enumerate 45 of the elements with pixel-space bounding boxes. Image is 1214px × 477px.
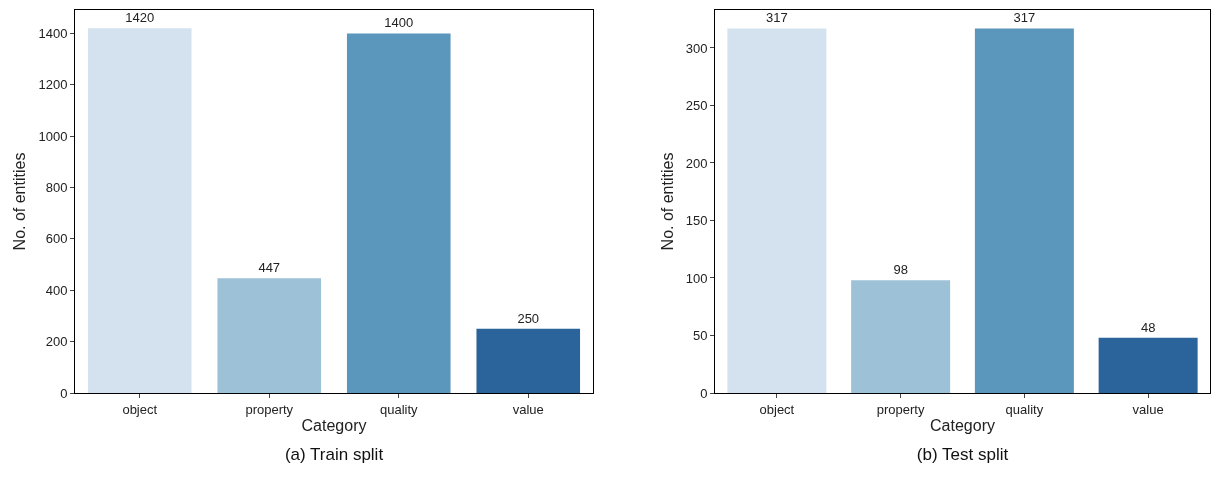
x-axis-title: Category [930, 417, 995, 435]
y-tick-label: 200 [685, 155, 708, 171]
y-tick-label: 150 [685, 213, 708, 229]
x-axis-title: Category [301, 417, 367, 435]
x-tick-label: property [245, 401, 294, 417]
y-tick-label: 100 [685, 270, 708, 286]
x-tick-label: value [512, 401, 544, 417]
y-tick-label: 50 [692, 328, 708, 344]
x-tick-label: value [1132, 401, 1164, 417]
bar [217, 278, 322, 393]
data-label: 98 [893, 262, 908, 278]
y-tick-label: 200 [45, 334, 68, 350]
y-tick-label: 400 [45, 282, 68, 298]
x-tick-label: object [759, 401, 795, 417]
bar [974, 28, 1074, 393]
x-tick-label: property [876, 401, 925, 417]
bar [1098, 337, 1198, 393]
y-tick-label: 600 [45, 231, 68, 247]
data-label: 48 [1140, 319, 1156, 335]
y-tick-label: 250 [685, 98, 708, 114]
x-tick-label: quality [1005, 401, 1044, 417]
x-tick-label: quality [379, 401, 419, 417]
text: (a) Train split [284, 445, 384, 465]
y-tick-label: 800 [45, 180, 68, 196]
y-axis-title: No. of entities [11, 152, 29, 251]
y-tick-label: 1400 [38, 25, 68, 41]
data-label: 317 [766, 10, 788, 26]
data-label: 1420 [125, 10, 155, 26]
bar [87, 28, 192, 393]
bar [346, 33, 451, 393]
y-tick-label: 1200 [38, 77, 68, 93]
bar [851, 280, 951, 393]
bar [727, 28, 827, 393]
data-label: 250 [517, 310, 540, 326]
y-axis-title: No. of entities [658, 152, 676, 251]
y-tick-label: 0 [700, 385, 708, 401]
text: (b) Test split [916, 445, 1009, 465]
data-label: 317 [1013, 10, 1036, 26]
y-tick-label: 0 [60, 385, 68, 401]
x-tick-label: object [122, 401, 158, 417]
bar [476, 328, 581, 393]
y-tick-label: 1000 [38, 128, 68, 144]
data-label: 447 [258, 260, 281, 276]
y-tick-label: 300 [685, 40, 708, 56]
data-label: 1400 [384, 15, 414, 31]
